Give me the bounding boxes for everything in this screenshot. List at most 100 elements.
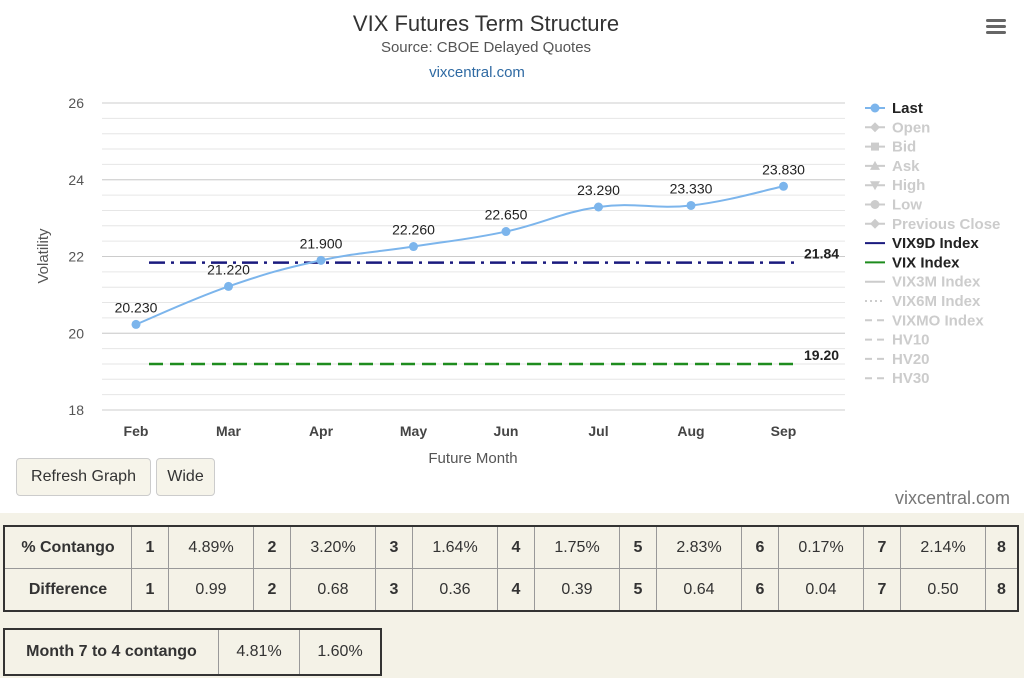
table-cell-month: 8	[985, 568, 1019, 612]
table-cell-value: 0.17%	[778, 525, 864, 569]
y-tick-label: 22	[68, 249, 84, 265]
last-point-marker	[316, 255, 326, 265]
y-tick-label: 24	[68, 172, 84, 188]
table-cell-month: 3	[375, 568, 413, 612]
month-7-to-4-value: 1.60%	[299, 628, 382, 676]
x-tick-label: Jul	[588, 423, 608, 439]
table-cell-value: 0.36	[412, 568, 498, 612]
last-point-label: 21.220	[207, 261, 250, 277]
table-cell-month: 5	[619, 568, 657, 612]
legend-item-label[interactable]: HV30	[892, 370, 930, 387]
y-axis-title: Volatility	[35, 228, 52, 284]
legend-item-label[interactable]: VIX6M Index	[892, 293, 981, 310]
table-cell-month: 2	[253, 525, 291, 569]
last-point-marker	[686, 200, 696, 210]
month-7-to-4-header: Month 7 to 4 contango	[3, 628, 219, 676]
legend-item-label[interactable]: Previous Close	[892, 216, 1000, 233]
table-cell-month: 2	[253, 568, 291, 612]
table-cell-value: 3.20%	[290, 525, 376, 569]
legend-item-label[interactable]: VIX9D Index	[892, 235, 979, 252]
legend-item-label[interactable]: Ask	[892, 158, 920, 175]
legend-item-label[interactable]: Open	[892, 119, 930, 136]
y-tick-label: 20	[68, 325, 84, 341]
last-point-marker	[409, 242, 418, 252]
table-cell-value: 0.50	[900, 568, 986, 612]
table-cell-value: 0.64	[656, 568, 742, 612]
table-cell-value: 1.64%	[412, 525, 498, 569]
legend-circle-icon	[870, 200, 880, 209]
x-tick-label: Apr	[309, 423, 334, 439]
y-tick-label: 18	[68, 402, 84, 418]
chart-source-link[interactable]: vixcentral.com	[429, 64, 525, 81]
table-cell-month: 1	[131, 525, 169, 569]
last-point-marker	[594, 202, 603, 212]
last-point-label: 23.290	[577, 182, 620, 198]
last-point-label: 20.230	[115, 299, 158, 315]
x-tick-label: Sep	[771, 423, 797, 439]
legend-item-label[interactable]: Low	[892, 197, 922, 214]
legend-item-label[interactable]: VIXMO Index	[892, 312, 984, 329]
chart-credit[interactable]: vixcentral.com	[894, 488, 1010, 508]
last-point-label: 22.260	[392, 222, 435, 238]
x-tick-label: Feb	[124, 423, 149, 439]
table-cell-month: 1	[131, 568, 169, 612]
table-cell-month: 6	[741, 525, 779, 569]
last-point-label: 23.830	[762, 161, 805, 177]
table-cell-month: 8	[985, 525, 1019, 569]
vix9d-value-label: 21.84	[804, 246, 839, 262]
table-cell-month: 4	[497, 525, 535, 569]
x-tick-label: Mar	[216, 423, 241, 439]
table-cell-month: 6	[741, 568, 779, 612]
legend-square-icon	[871, 142, 879, 151]
legend-item-label[interactable]: Bid	[892, 139, 916, 156]
contango-table: % Contango 1 4.89% 2 3.20% 3 1.64% 4 1.75% 5 2.83%…	[3, 525, 1019, 612]
table-cell-month: 7	[863, 568, 901, 612]
last-point-label: 21.900	[300, 235, 343, 251]
x-tick-label: Jun	[494, 423, 519, 439]
last-point-label: 22.650	[485, 207, 528, 223]
legend-item-label[interactable]: VIX Index	[892, 254, 960, 271]
table-cell-value: 1.75%	[534, 525, 620, 569]
legend-triangle-icon	[870, 160, 880, 170]
legend-triangle-down-icon	[870, 181, 880, 191]
chart-title: VIX Futures Term Structure	[353, 11, 619, 36]
table-cell-month: 7	[863, 525, 901, 569]
table-cell-value: 0.68	[290, 568, 376, 612]
table-cell-value: 0.99	[168, 568, 254, 612]
table-cell-value: 4.89%	[168, 525, 254, 569]
x-tick-label: May	[400, 423, 427, 439]
legend-item-label[interactable]: HV10	[892, 332, 930, 349]
table-cell-value: 0.04	[778, 568, 864, 612]
table-row: Difference 1 0.99 2 0.68 3 0.36 4 0.39 5 0.64 6 0.04…	[3, 568, 1019, 612]
table-cell-month: 4	[497, 568, 535, 612]
legend-circle-icon	[870, 103, 880, 113]
table-row-header: Difference	[3, 568, 132, 612]
term-structure-chart: VIX Futures Term Structure Source: CBOE D…	[35, 11, 1000, 467]
month-7-to-4-table: Month 7 to 4 contango 4.81% 1.60%	[3, 628, 382, 676]
last-point-label: 23.330	[670, 180, 713, 196]
x-tick-label: Aug	[677, 423, 704, 439]
refresh-graph-button[interactable]: Refresh Graph	[16, 458, 151, 496]
legend-item-label[interactable]: High	[892, 177, 925, 194]
legend-item-label[interactable]: HV20	[892, 351, 930, 368]
table-row: Month 7 to 4 contango 4.81% 1.60%	[3, 628, 382, 676]
legend-item-label[interactable]: Last	[892, 100, 923, 117]
legend-item-label[interactable]: VIX3M Index	[892, 274, 981, 291]
table-cell-month: 3	[375, 525, 413, 569]
y-tick-label: 26	[68, 95, 84, 111]
last-series-line	[135, 185, 784, 326]
chart-subtitle: Source: CBOE Delayed Quotes	[381, 39, 591, 56]
month-7-to-4-value: 4.81%	[218, 628, 300, 676]
table-cell-value: 2.83%	[656, 525, 742, 569]
table-cell-month: 5	[619, 525, 657, 569]
vix-value-label: 19.20	[804, 347, 839, 363]
wide-button[interactable]: Wide	[156, 458, 215, 496]
x-axis-title: Future Month	[428, 450, 517, 467]
legend-diamond-icon	[870, 122, 880, 133]
last-point-marker	[779, 181, 788, 191]
table-row-header: % Contango	[3, 525, 132, 569]
table-row: % Contango 1 4.89% 2 3.20% 3 1.64% 4 1.75% 5 2.83%…	[3, 525, 1019, 569]
last-point-marker	[224, 281, 233, 291]
chart-menu-icon[interactable]	[982, 16, 1010, 40]
table-cell-value: 0.39	[534, 568, 620, 612]
